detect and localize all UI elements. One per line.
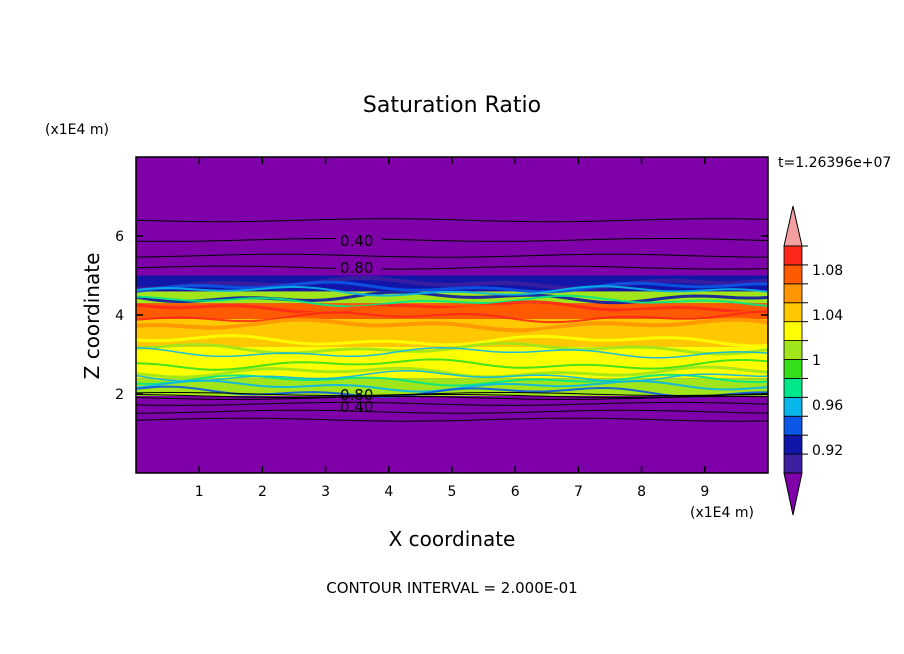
color-streaks xyxy=(135,276,769,398)
color-streak xyxy=(135,325,769,340)
x-tick-label: 7 xyxy=(574,484,583,500)
color-streak xyxy=(135,346,769,359)
colorbar-extend-bottom xyxy=(783,472,803,516)
contour-line xyxy=(135,253,769,258)
y-axis-label: Z coordinate xyxy=(80,253,104,380)
colorbar-box xyxy=(783,396,803,417)
color-streak xyxy=(135,365,769,379)
color-streak xyxy=(135,334,769,348)
x-tick-label: 6 xyxy=(511,484,520,500)
contour-label: 0.40 xyxy=(340,232,373,250)
color-streak xyxy=(135,300,769,315)
plot-area xyxy=(135,156,769,474)
color-streak xyxy=(135,285,769,297)
color-streak xyxy=(135,280,768,294)
colorbar-label: 1.08 xyxy=(812,263,843,279)
contour-label: 0.80 xyxy=(340,386,373,404)
colorbar-extend-top xyxy=(783,205,803,247)
y-axis: 2 4 6 xyxy=(115,229,768,403)
color-streak xyxy=(135,304,769,319)
x-axis: 1 2 3 4 5 6 7 8 9 xyxy=(195,157,709,500)
color-streak xyxy=(135,317,769,333)
color-streak xyxy=(135,370,768,383)
x-tick-label: 1 xyxy=(195,484,204,500)
x-tick-label: 2 xyxy=(258,484,267,500)
contour-label: 0.40 xyxy=(340,398,373,416)
contour-line xyxy=(135,396,769,400)
y-tick-label: 4 xyxy=(115,308,124,324)
color-streak xyxy=(135,294,769,308)
contour-line xyxy=(135,401,769,406)
x-tick-label: 9 xyxy=(700,484,709,500)
contour-line xyxy=(135,409,769,414)
contour-line xyxy=(135,392,769,396)
x-tick-label: 5 xyxy=(448,484,457,500)
color-streak xyxy=(135,385,768,398)
contour-label-bg xyxy=(336,232,382,248)
y-tick-label: 6 xyxy=(115,229,124,245)
y-tick-label: 2 xyxy=(115,387,124,403)
saturation-band xyxy=(136,395,768,473)
contour-label: 0.80 xyxy=(340,259,373,277)
colorbar-box xyxy=(783,415,803,436)
colorbar-box xyxy=(783,434,803,455)
color-streak xyxy=(135,373,769,387)
colorbar-label: 0.96 xyxy=(812,398,843,414)
saturation-band xyxy=(136,157,768,276)
contour-line xyxy=(135,265,769,270)
x-tick-label: 8 xyxy=(637,484,646,500)
contour-label-bg xyxy=(336,259,382,275)
color-streak xyxy=(135,349,769,363)
contour-label-group: 0.40 0.80 0.80 0.40 xyxy=(336,232,382,416)
contour-line xyxy=(135,238,769,242)
colorbar-box xyxy=(783,359,803,379)
colorbar-box xyxy=(783,245,803,266)
contour-line xyxy=(135,394,769,398)
contour-interval-footer: CONTOUR INTERVAL = 2.000E-01 xyxy=(326,579,577,597)
contour-line xyxy=(135,218,769,223)
colorbar-box xyxy=(783,283,803,304)
time-label: t=1.26396e+07 xyxy=(778,155,891,171)
colorbar-box xyxy=(783,378,803,398)
contour-lines xyxy=(135,218,769,422)
x-axis-label: X coordinate xyxy=(389,527,516,551)
color-streak xyxy=(135,310,769,324)
colorbar-label: 1 xyxy=(812,353,821,369)
colorbar-box xyxy=(783,264,803,285)
x-unit-label: (x1E4 m) xyxy=(690,505,754,521)
x-tick-label: 3 xyxy=(321,484,330,500)
colorbar-box xyxy=(783,453,803,474)
colorbar-box xyxy=(783,321,803,341)
x-tick-label: 4 xyxy=(384,484,393,500)
y-unit-label: (x1E4 m) xyxy=(45,122,109,138)
colorbar-box xyxy=(783,340,803,360)
colorbar-box xyxy=(783,302,803,323)
color-streak xyxy=(135,276,769,291)
colorbar-label: 0.92 xyxy=(812,443,843,459)
chart-title: Saturation Ratio xyxy=(363,93,541,118)
colorbar xyxy=(783,205,808,516)
colorbar-label: 1.04 xyxy=(812,308,843,324)
contour-line xyxy=(135,417,769,422)
color-streak xyxy=(135,358,769,371)
colorbar-labels: 1.08 1.04 1 0.96 0.92 xyxy=(812,263,843,459)
